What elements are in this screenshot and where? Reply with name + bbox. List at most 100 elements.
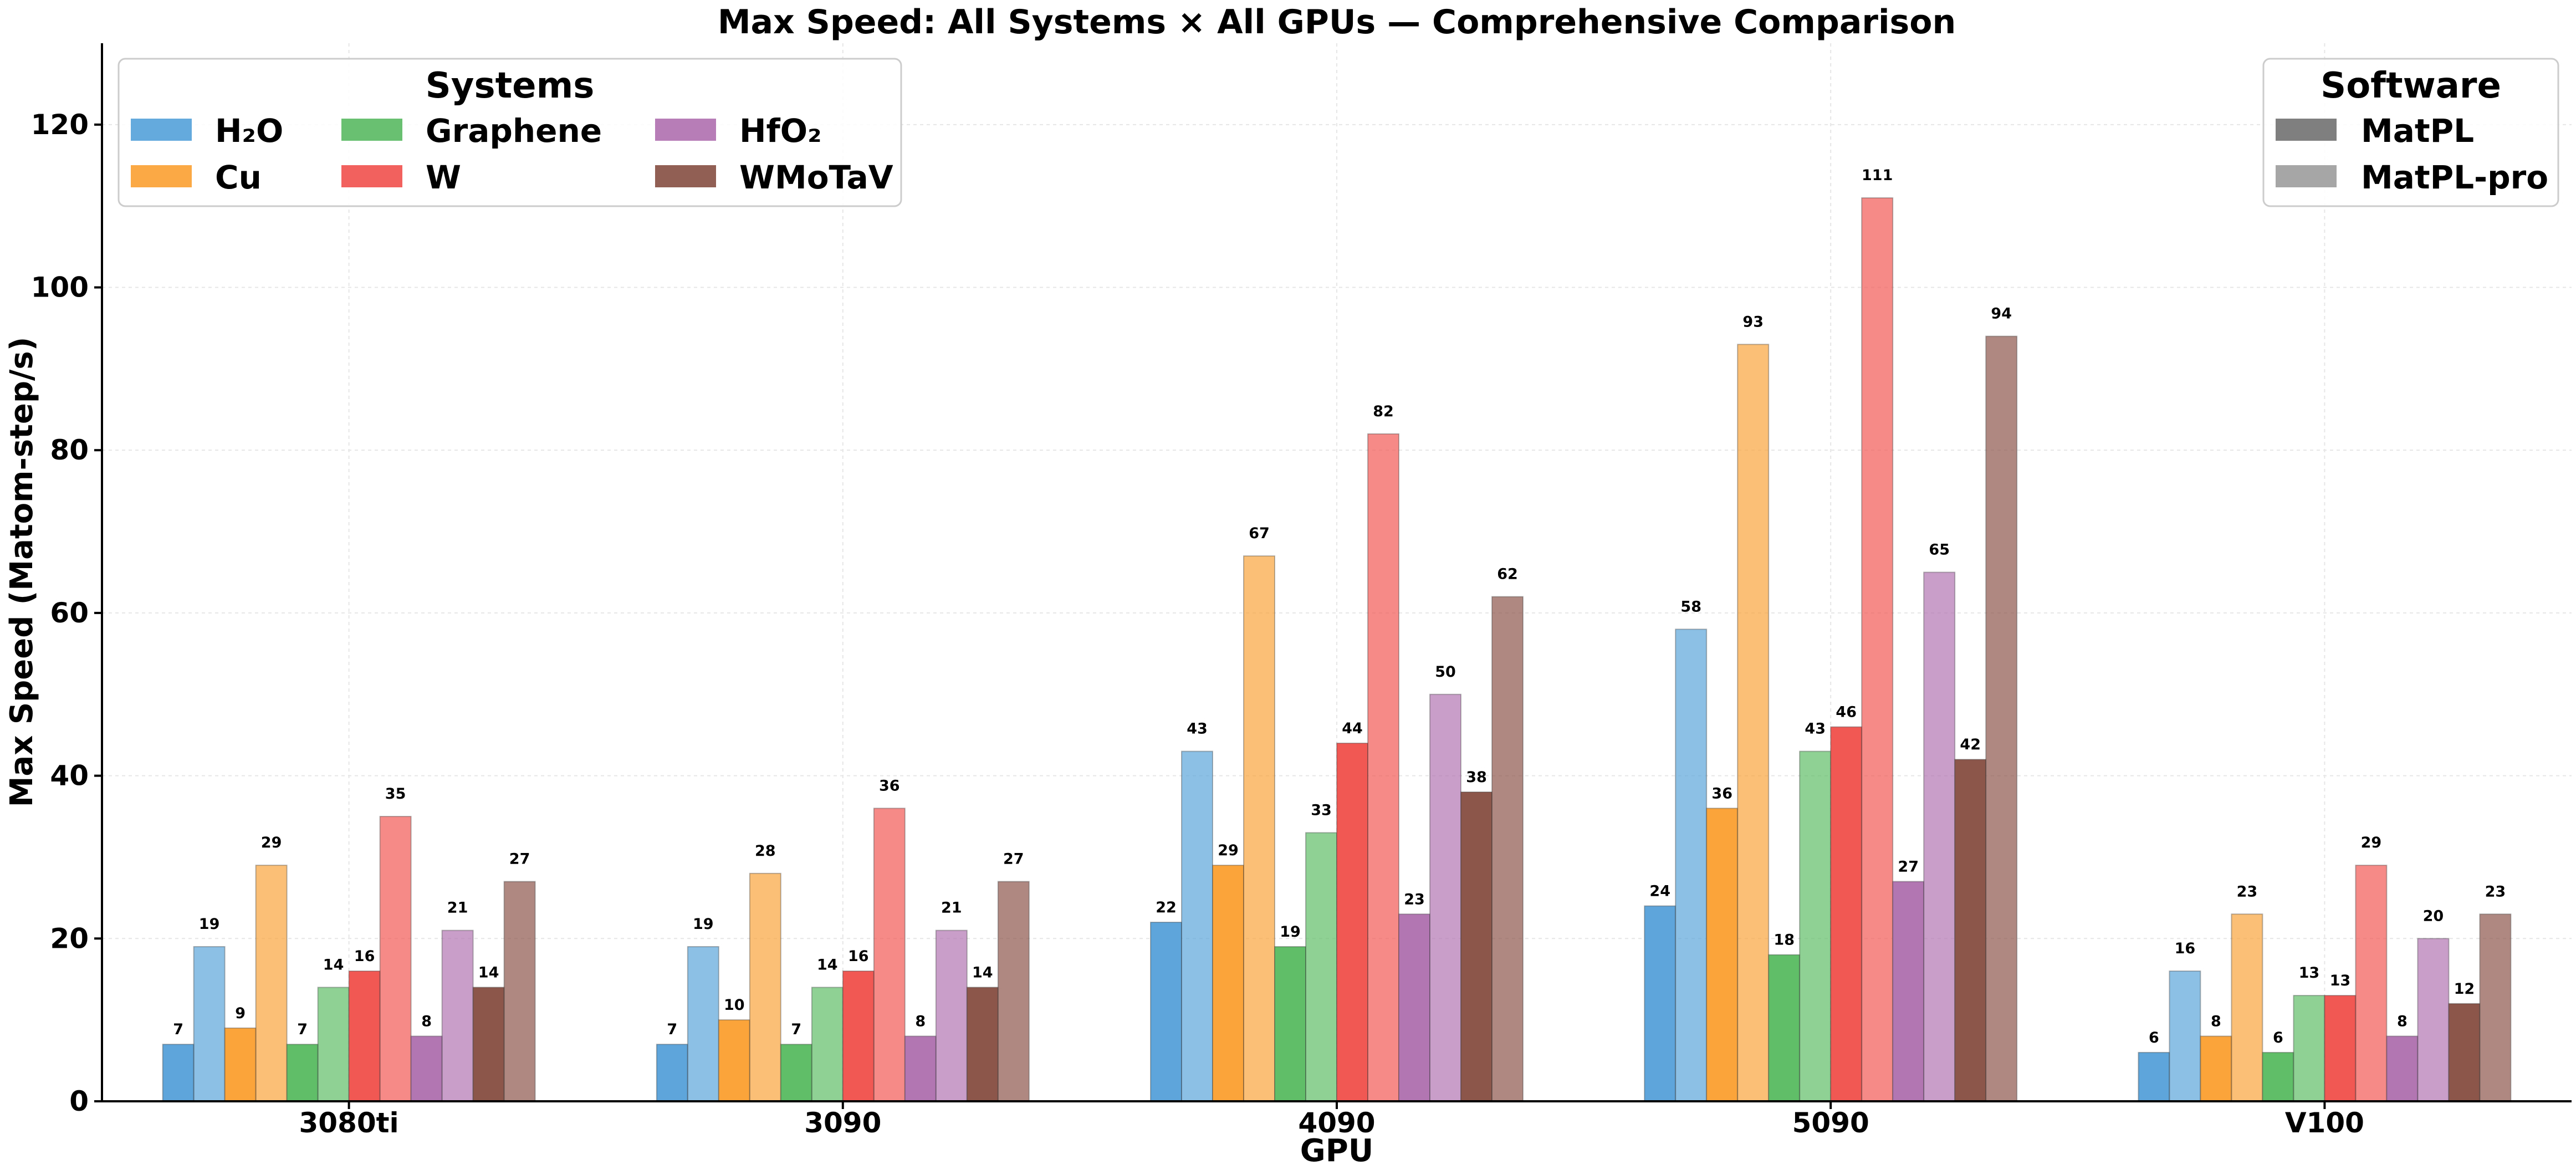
bar-value-label: 62: [1497, 566, 1518, 583]
bar: [1768, 954, 1801, 1102]
bar-value-label: 42: [1960, 736, 1981, 753]
bar: [997, 881, 1030, 1102]
bar: [1491, 596, 1524, 1102]
bar: [2293, 995, 2325, 1102]
bar-value-label: 36: [879, 777, 900, 794]
bar-value-label: 14: [323, 956, 344, 973]
legend-label: WMoTaV: [739, 159, 893, 196]
bar-value-label: 43: [1805, 721, 1826, 738]
bar: [1706, 808, 1739, 1102]
bar-value-label: 58: [1680, 598, 1701, 615]
bar: [1675, 629, 1708, 1102]
bar-value-label: 16: [848, 948, 869, 965]
bar: [687, 946, 719, 1102]
bar-value-label: 16: [354, 948, 375, 965]
bar: [1923, 571, 1956, 1102]
legend-label: Graphene: [426, 112, 602, 150]
bar: [1243, 555, 1275, 1102]
bar: [1336, 742, 1368, 1102]
bar-value-label: 36: [1711, 785, 1732, 802]
y-tick-label: 120: [31, 109, 89, 141]
bar-value-label: 6: [2273, 1029, 2283, 1046]
bar-value-label: 19: [199, 916, 220, 933]
legend-swatch: [655, 165, 716, 187]
bar-value-label: 7: [173, 1021, 183, 1038]
bar: [379, 816, 412, 1102]
bar: [1892, 881, 1925, 1102]
bar-value-label: 8: [915, 1013, 926, 1030]
bar-value-label: 24: [1649, 883, 1670, 900]
bar-value-label: 93: [1742, 313, 1764, 330]
bar: [193, 946, 226, 1102]
bar-value-label: 14: [817, 956, 838, 973]
bar-value-label: 8: [2211, 1013, 2221, 1030]
bar-value-label: 27: [1003, 851, 1024, 868]
bar: [224, 1027, 257, 1102]
bar-value-label: 13: [2299, 964, 2320, 982]
bar-value-label: 35: [385, 785, 406, 803]
bar-value-label: 50: [1435, 663, 1456, 681]
legend-label: H₂O: [215, 112, 283, 150]
bar: [1737, 344, 1770, 1102]
bar: [1181, 750, 1213, 1102]
bar: [656, 1044, 688, 1102]
bar-value-label: 8: [2397, 1013, 2408, 1030]
bar: [2138, 1051, 2170, 1102]
x-tick-label: 4090: [1298, 1107, 1375, 1139]
bar-value-label: 29: [2361, 834, 2382, 851]
bar: [503, 881, 536, 1102]
legend-label: Cu: [215, 159, 262, 196]
software-legend-frame: [2262, 58, 2559, 207]
bar-value-label: 94: [1991, 305, 2012, 323]
bar-value-labels: 7 7 22 24 6 19 19 43 58 16 9 10 29 36 8 29 28 67 93 23 7 7 19 1…: [173, 167, 2506, 1046]
bar-value-label: 44: [1342, 720, 1363, 737]
bar-value-label: 23: [2237, 883, 2258, 900]
bar-value-label: 14: [972, 964, 993, 981]
bar: [1799, 750, 1832, 1102]
bar-value-label: 46: [1836, 704, 1857, 721]
bar: [2262, 1051, 2294, 1102]
bar: [718, 1019, 750, 1102]
bar: [904, 1035, 937, 1102]
systems-legend-entry: H₂O: [131, 112, 283, 150]
bar-value-label: 12: [2454, 980, 2475, 998]
x-axis-label: GPU: [1300, 1133, 1373, 1169]
systems-legend-entry: Cu: [131, 159, 262, 196]
bar: [749, 872, 781, 1102]
x-tick-label: 3090: [804, 1107, 881, 1139]
bar: [348, 970, 381, 1102]
bar: [255, 865, 288, 1102]
legend-swatch: [2276, 119, 2337, 141]
systems-legend-entry: W: [341, 159, 461, 196]
bar: [410, 1035, 443, 1102]
bar-value-label: 65: [1929, 541, 1950, 559]
bar: [935, 929, 968, 1102]
bar-value-label: 7: [297, 1021, 308, 1038]
bar: [780, 1044, 812, 1102]
bar-value-label: 20: [2423, 907, 2444, 924]
bar-value-label: 7: [667, 1021, 677, 1038]
bar: [162, 1044, 195, 1102]
bar: [1398, 913, 1430, 1102]
legend-swatch: [131, 119, 192, 141]
legend-swatch: [131, 165, 192, 187]
bar-value-label: 8: [421, 1013, 432, 1030]
systems-legend: Systems H₂O Cu Graphene W HfO₂ WMoTaV: [117, 58, 902, 207]
bar-value-label: 27: [1898, 859, 1919, 876]
legend-label: MatPL-pro: [2361, 159, 2548, 196]
legend-label: HfO₂: [739, 112, 821, 150]
bar: [1861, 197, 1894, 1102]
software-legend-entry: MatPL: [2276, 112, 2474, 150]
bar-value-label: 67: [1249, 525, 1270, 542]
bar-value-label: 33: [1311, 801, 1332, 819]
bar: [2231, 913, 2263, 1102]
systems-legend-entry: WMoTaV: [655, 159, 893, 196]
bar: [317, 987, 350, 1102]
software-legend-title: Software: [2321, 65, 2501, 106]
bar: [1305, 832, 1337, 1102]
bar: [1644, 905, 1677, 1102]
bar-value-label: 16: [2175, 940, 2196, 957]
y-ticks: 0 20 40 60 80 100 120: [31, 109, 102, 1117]
bar: [2200, 1035, 2232, 1102]
